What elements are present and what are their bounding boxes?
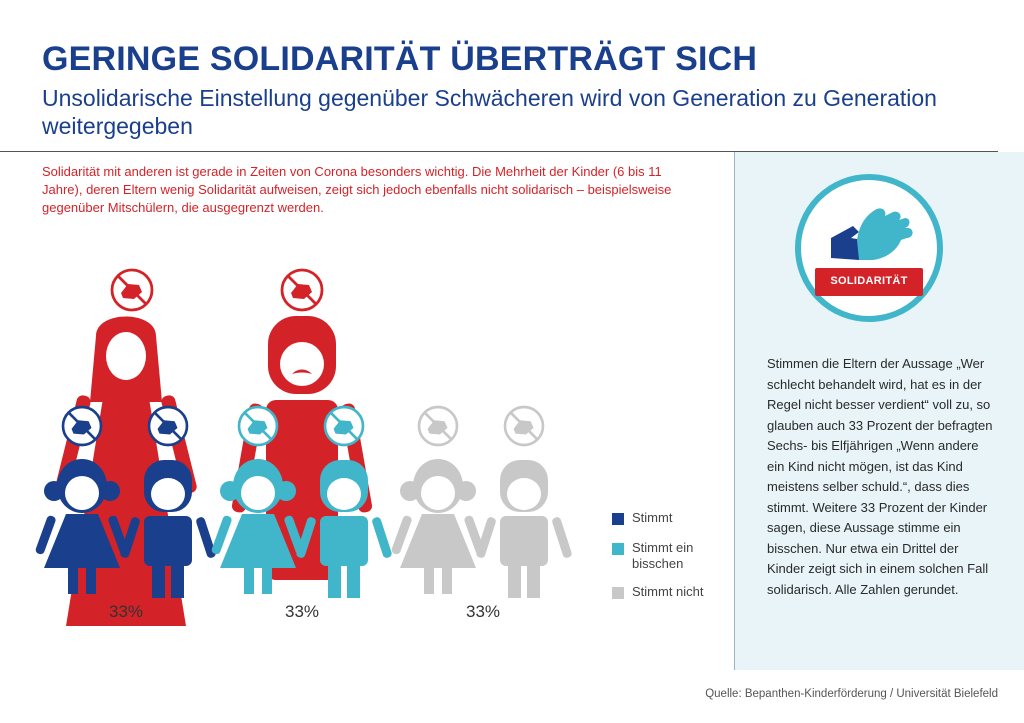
chart-figures [35,268,572,626]
girl-figure [35,459,129,594]
legend-label: Stimmt ein [632,540,694,555]
no-handshake-icon [110,268,154,312]
no-handshake-icon [147,405,189,447]
boy-figure [476,460,572,598]
legend-label: Stimmt nicht [632,584,704,599]
no-handshake-icon [503,405,545,447]
no-handshake-icon [237,405,279,447]
no-handshake-icon [61,405,103,447]
legend-swatch [612,587,624,599]
girl-figure [211,459,305,594]
source-note: Quelle: Bepanthen-Kinderförderung / Univ… [705,688,998,700]
legend-item: Stimmt nicht [612,584,742,600]
intro-text: Solidarität mit anderen ist gerade in Ze… [42,164,672,215]
badge-label: SOLIDARITÄT [830,275,908,287]
sidebar-panel: SOLIDARITÄT Stimmen die Eltern der Aussa… [734,152,1024,670]
page-title: GERINGE SOLIDARITÄT ÜBERTRÄGT SICH [42,40,758,78]
legend-label: Stimmt [632,510,673,525]
divider [0,151,998,152]
legend-swatch [612,543,624,555]
no-handshake-icon [280,268,324,312]
value-label: 33% [465,602,501,621]
value-label: 33% [284,602,320,621]
solidarity-badge: SOLIDARITÄT [795,174,943,322]
no-handshake-icon [417,405,459,447]
girl-figure [391,459,485,594]
legend-item: Stimmt ein bisschen [612,540,742,572]
chart-legend: Stimmt Stimmt ein bisschen Stimmt nicht [612,510,742,608]
handshake-icon [831,208,913,260]
sidebar-text: Stimmen die Eltern der Aussage „Wer schl… [767,356,993,597]
value-label: 33% [108,602,144,621]
page-subtitle: Unsolidarische Einstellung gegenüber Sch… [42,85,937,139]
boy-figure [296,460,392,598]
badge-band [815,268,923,296]
legend-item: Stimmt [612,510,742,526]
legend-label: bisschen [632,556,684,571]
no-handshake-icon [323,405,365,447]
legend-swatch [612,513,624,525]
boy-figure [120,460,216,598]
